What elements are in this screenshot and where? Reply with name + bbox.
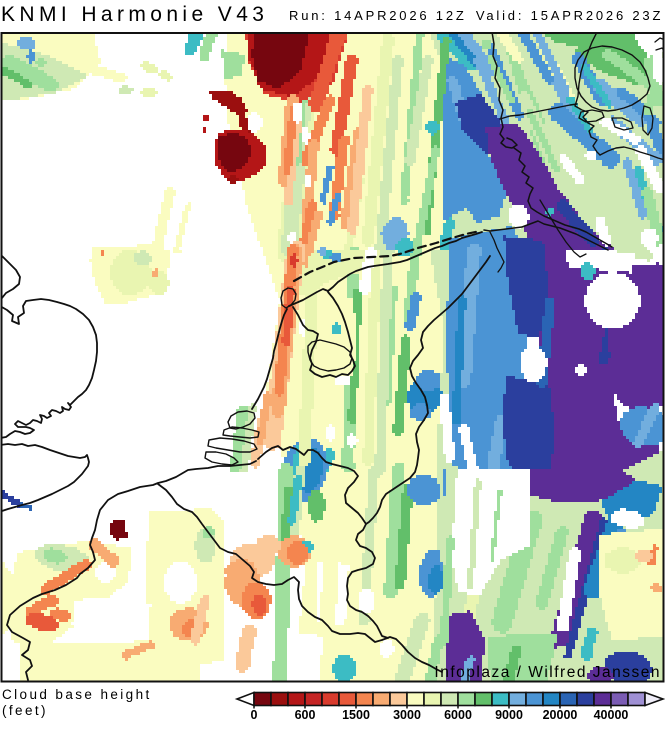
svg-text:3000: 3000: [393, 708, 421, 722]
svg-text:40000: 40000: [594, 708, 629, 722]
svg-text:20000: 20000: [543, 708, 578, 722]
svg-text:Infoplaza / Wilfred Janssen: Infoplaza / Wilfred Janssen: [434, 664, 661, 681]
svg-text:600: 600: [295, 708, 316, 722]
svg-text:1500: 1500: [342, 708, 370, 722]
svg-text:6000: 6000: [444, 708, 472, 722]
svg-text:9000: 9000: [495, 708, 523, 722]
svg-text:0: 0: [251, 708, 258, 722]
